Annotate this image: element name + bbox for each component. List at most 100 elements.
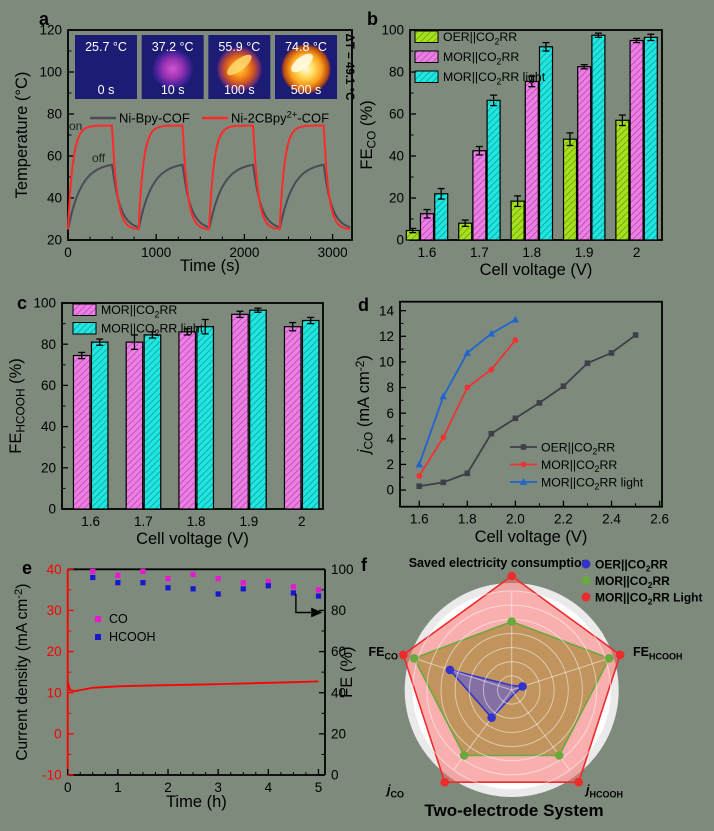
- svg-text:Saved electricity consumption: Saved electricity consumption: [409, 556, 590, 570]
- svg-text:Cell voltage (V): Cell voltage (V): [475, 528, 588, 546]
- svg-text:Ni-Bpy-COF: Ni-Bpy-COF: [119, 111, 190, 126]
- chart-a-photothermal-cycling: 0 1000 2000 3000 20 40 60 80 100 120 Time (s) Tempe…: [13, 23, 355, 275]
- svg-text:MOR||CO2RR light: MOR||CO2RR light: [541, 475, 644, 491]
- svg-text:Two-electrode System: Two-electrode System: [424, 801, 603, 820]
- svg-text:MOR||CO2RR: MOR||CO2RR: [101, 303, 177, 319]
- svg-text:0: 0: [64, 780, 72, 795]
- panel-letter-d: d: [358, 295, 369, 315]
- svg-text:1.8: 1.8: [458, 512, 477, 527]
- svg-text:100 s: 100 s: [224, 83, 255, 97]
- svg-text:2000: 2000: [229, 245, 259, 260]
- svg-text:FEHCOOH (%): FEHCOOH (%): [7, 358, 27, 454]
- svg-text:37.2 °C: 37.2 °C: [152, 40, 194, 54]
- svg-text:60: 60: [41, 378, 56, 393]
- svg-text:74.8 °C: 74.8 °C: [285, 40, 327, 54]
- svg-text:MOR||CO2RR light: MOR||CO2RR light: [101, 322, 204, 338]
- svg-text:Cell voltage (V): Cell voltage (V): [480, 261, 593, 279]
- svg-text:100: 100: [381, 23, 404, 38]
- panel-letter-f: f: [361, 555, 367, 575]
- svg-text:MOR||CO2RR: MOR||CO2RR: [595, 574, 670, 590]
- svg-text:2.0: 2.0: [506, 512, 525, 527]
- svg-text:1.9: 1.9: [575, 245, 594, 260]
- svg-text:100: 100: [39, 65, 62, 80]
- svg-text:12: 12: [379, 329, 394, 344]
- svg-text:5: 5: [315, 780, 323, 795]
- svg-text:10 s: 10 s: [161, 83, 185, 97]
- svg-text:FE (%): FE (%): [338, 646, 356, 697]
- svg-text:60: 60: [331, 644, 346, 659]
- svg-text:20: 20: [389, 191, 404, 206]
- svg-text:2: 2: [298, 514, 306, 529]
- svg-text:jHCOOH: jHCOOH: [584, 783, 623, 799]
- svg-text:40: 40: [41, 419, 56, 434]
- svg-text:jCO (mA cm-2): jCO (mA cm-2): [353, 355, 376, 455]
- svg-text:3000: 3000: [318, 245, 348, 260]
- svg-text:Current density (mA cm-2): Current density (mA cm-2): [13, 584, 31, 761]
- panel-letter-c: c: [17, 293, 28, 313]
- svg-text:Temperature (°C): Temperature (°C): [13, 72, 31, 199]
- svg-text:FECO: FECO: [369, 645, 398, 661]
- svg-text:80: 80: [41, 337, 56, 352]
- svg-text:1.8: 1.8: [522, 245, 541, 260]
- svg-text:20: 20: [47, 233, 62, 248]
- svg-text:14: 14: [379, 303, 395, 318]
- svg-text:1.7: 1.7: [134, 514, 153, 529]
- svg-text:OER||CO2RR: OER||CO2RR: [541, 440, 615, 456]
- svg-text:40: 40: [47, 562, 62, 577]
- svg-text:60: 60: [389, 107, 404, 122]
- svg-text:on: on: [69, 119, 82, 133]
- svg-text:Time (s): Time (s): [180, 257, 240, 275]
- svg-text:1.9: 1.9: [240, 514, 259, 529]
- panel-letter-a: a: [39, 9, 50, 29]
- panel-letter-e: e: [22, 558, 33, 578]
- svg-text:FEHCOOH: FEHCOOH: [633, 645, 682, 661]
- svg-text:40: 40: [47, 191, 62, 206]
- svg-text:MOR||CO2RR Light: MOR||CO2RR Light: [595, 590, 703, 606]
- svg-text:1: 1: [114, 780, 122, 795]
- svg-text:0: 0: [48, 502, 56, 517]
- svg-text:-10: -10: [42, 768, 62, 783]
- svg-text:0: 0: [64, 245, 72, 260]
- svg-text:100: 100: [33, 296, 56, 311]
- chart-d-jco-lines: 1.6 1.8 2.0 2.2 2.4 2.6 0 2 4 6 8 10 12 14 Cell voltag…: [353, 300, 669, 546]
- svg-text:8: 8: [386, 380, 394, 395]
- chart-b-fe-co-bars: 0 20 40 60 80 100 1.6 1.7 1.8 1.9 2 Cell voltage (V…: [358, 23, 663, 279]
- chart-f-radar: Saved electricity consumption FEHCOOH jHCO…: [369, 556, 703, 820]
- svg-text:55.9 °C: 55.9 °C: [218, 40, 260, 54]
- svg-text:ΔT = 49.1 °C: ΔT = 49.1 °C: [343, 34, 355, 101]
- svg-text:10: 10: [379, 355, 394, 370]
- svg-text:4: 4: [265, 780, 273, 795]
- svg-text:1000: 1000: [141, 245, 171, 260]
- svg-text:MOR||CO2RR light: MOR||CO2RR light: [443, 70, 546, 86]
- svg-text:100: 100: [331, 562, 354, 577]
- panel-letter-b: b: [367, 9, 378, 29]
- svg-text:2: 2: [633, 245, 641, 260]
- svg-text:HCOOH: HCOOH: [109, 630, 156, 644]
- chart-c-fe-hcooh-bars: 0 20 40 60 80 100 1.6 1.7 1.8 1.9 2 Cell voltage (V…: [7, 296, 324, 548]
- svg-text:1.8: 1.8: [187, 514, 206, 529]
- svg-text:0 s: 0 s: [98, 83, 115, 97]
- svg-text:20: 20: [47, 644, 62, 659]
- svg-text:120: 120: [39, 23, 62, 38]
- svg-text:2: 2: [386, 457, 394, 472]
- svg-text:OER||CO2RR: OER||CO2RR: [595, 557, 668, 573]
- svg-text:0: 0: [396, 233, 404, 248]
- svg-text:40: 40: [389, 149, 404, 164]
- svg-text:Time (h): Time (h): [166, 793, 227, 811]
- svg-text:30: 30: [47, 603, 62, 618]
- svg-text:Ni-2CBpy2+-COF: Ni-2CBpy2+-COF: [231, 109, 329, 125]
- svg-text:20: 20: [41, 460, 56, 475]
- svg-text:25.7 °C: 25.7 °C: [85, 40, 127, 54]
- svg-text:2: 2: [164, 780, 172, 795]
- svg-text:2.6: 2.6: [650, 512, 669, 527]
- svg-text:OER||CO2RR: OER||CO2RR: [443, 30, 517, 46]
- svg-text:CO: CO: [109, 612, 128, 626]
- svg-text:500 s: 500 s: [291, 83, 322, 97]
- svg-text:10: 10: [47, 685, 62, 700]
- svg-text:Cell voltage (V): Cell voltage (V): [136, 530, 249, 548]
- svg-text:off: off: [92, 151, 106, 165]
- svg-text:80: 80: [331, 603, 346, 618]
